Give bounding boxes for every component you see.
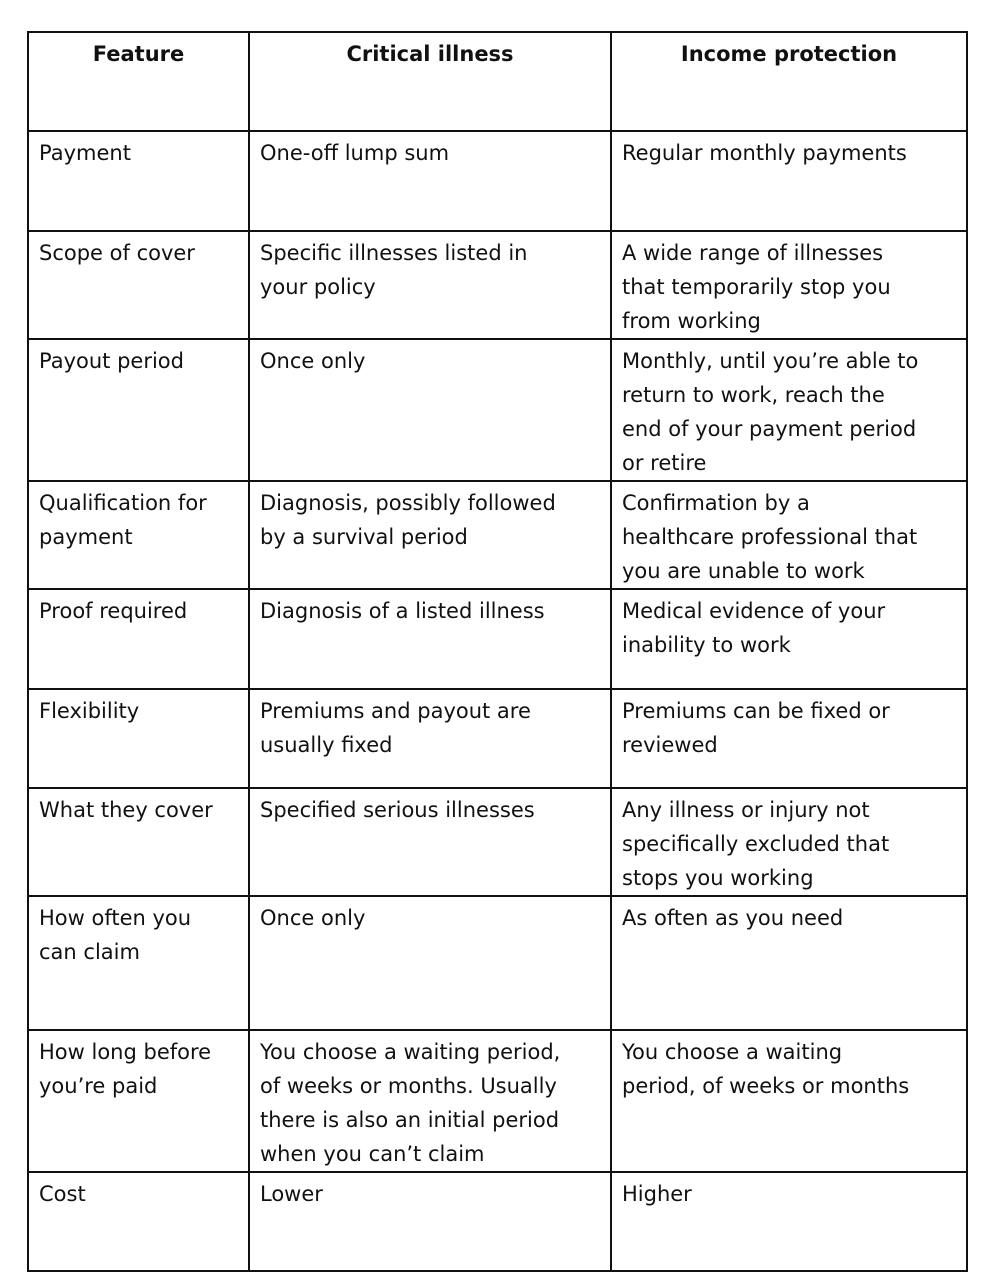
cell-line: Regular monthly payments [622, 141, 907, 165]
cell-line: Flexibility [39, 699, 140, 723]
cell-feature: Payout period [27, 338, 250, 482]
cell-feature: How long before you’re paid [27, 1029, 250, 1173]
cell-line: or retire [622, 451, 707, 475]
cell-line: Lower [260, 1182, 323, 1206]
cell-critical-illness: One-off lump sum [248, 130, 612, 232]
cell-feature: Flexibility [27, 688, 250, 789]
cell-line: Specified serious illnesses [260, 798, 535, 822]
cell-line: return to work, reach the [622, 383, 885, 407]
cell-critical-illness: Diagnosis of a listed illness [248, 588, 612, 690]
table-row: Flexibility Premiums and payout are usuall… [27, 688, 968, 789]
cell-line: that temporarily stop you [622, 275, 891, 299]
cell-line: by a survival period [260, 525, 468, 549]
cell-line: Qualification for [39, 491, 207, 515]
header-income-protection: Income protection [610, 31, 968, 132]
cell-line: stops you working [622, 866, 814, 890]
table-row: Qualification for payment Diagnosis, possi… [27, 480, 968, 590]
cell-line: end of your payment period [622, 417, 917, 441]
cell-critical-illness: Specified serious illnesses [248, 787, 612, 897]
cell-income-protection: You choose a waiting period, of weeks or … [610, 1029, 968, 1173]
comparison-table: Feature Critical illness Income protecti… [27, 31, 968, 1272]
cell-line: What they cover [39, 798, 213, 822]
cell-line: How often you [39, 906, 192, 930]
cell-income-protection: Regular monthly payments [610, 130, 968, 232]
cell-line: Confirmation by a [622, 491, 810, 515]
cell-income-protection: Higher [610, 1171, 968, 1272]
cell-line: Payment [39, 141, 131, 165]
cell-line: specifically excluded that [622, 832, 890, 856]
cell-line: Medical evidence of your [622, 599, 886, 623]
cell-line: Diagnosis of a listed illness [260, 599, 545, 623]
cell-line: Premiums and payout are [260, 699, 531, 723]
cell-line: you are unable to work [622, 559, 865, 583]
cell-income-protection: As often as you need [610, 895, 968, 1031]
cell-critical-illness: Once only [248, 338, 612, 482]
table-row: Cost Lower Higher [27, 1171, 968, 1272]
cell-line: your policy [260, 275, 376, 299]
cell-line: period, of weeks or months [622, 1074, 910, 1098]
header-critical-illness: Critical illness [248, 31, 612, 132]
header-row: Feature Critical illness Income protecti… [27, 31, 968, 132]
table-row: Payment One-off lump sum Regular monthly p… [27, 130, 968, 232]
header-feature: Feature [27, 31, 250, 132]
cell-line: inability to work [622, 633, 791, 657]
cell-line: reviewed [622, 733, 718, 757]
cell-line: usually fixed [260, 733, 393, 757]
cell-line: Scope of cover [39, 241, 195, 265]
cell-line: Any illness or injury not [622, 798, 870, 822]
cell-line: from working [622, 309, 761, 333]
cell-line: there is also an initial period [260, 1108, 560, 1132]
cell-line: healthcare professional that [622, 525, 918, 549]
cell-line: Diagnosis, possibly followed [260, 491, 556, 515]
table-row: Proof required Diagnosis of a listed illn… [27, 588, 968, 690]
cell-line: How long before [39, 1040, 212, 1064]
cell-line: you’re paid [39, 1074, 158, 1098]
cell-line: payment [39, 525, 133, 549]
cell-feature: Qualification for payment [27, 480, 250, 590]
cell-critical-illness: Premiums and payout are usually fixed [248, 688, 612, 789]
cell-line: As often as you need [622, 906, 844, 930]
cell-line: Once only [260, 906, 366, 930]
cell-critical-illness: Diagnosis, possibly followed by a surviva… [248, 480, 612, 590]
cell-line: Monthly, until you’re able to [622, 349, 919, 373]
table-row: How often you can claim Once only As often … [27, 895, 968, 1031]
cell-feature: Payment [27, 130, 250, 232]
cell-critical-illness: You choose a waiting period, of weeks or … [248, 1029, 612, 1173]
table-row: How long before you’re paid You choose a w… [27, 1029, 968, 1173]
cell-line: Cost [39, 1182, 86, 1206]
cell-feature: Scope of cover [27, 230, 250, 340]
cell-line: Proof required [39, 599, 188, 623]
cell-line: Payout period [39, 349, 184, 373]
cell-line: You choose a waiting period, [260, 1040, 561, 1064]
cell-feature: How often you can claim [27, 895, 250, 1031]
cell-income-protection: Confirmation by a healthcare professional… [610, 480, 968, 590]
cell-income-protection: Premiums can be fixed or reviewed [610, 688, 968, 789]
table-row: What they cover Specified serious illness… [27, 787, 968, 897]
cell-line: One-off lump sum [260, 141, 450, 165]
cell-income-protection: Monthly, until you’re able to return to w… [610, 338, 968, 482]
cell-critical-illness: Specific illnesses listed in your policy [248, 230, 612, 340]
cell-critical-illness: Once only [248, 895, 612, 1031]
cell-line: A wide range of illnesses [622, 241, 884, 265]
cell-feature: Proof required [27, 588, 250, 690]
cell-critical-illness: Lower [248, 1171, 612, 1272]
cell-income-protection: Any illness or injury not specifically ex… [610, 787, 968, 897]
cell-line: You choose a waiting [622, 1040, 843, 1064]
cell-line: Specific illnesses listed in [260, 241, 528, 265]
cell-line: Higher [622, 1182, 692, 1206]
cell-feature: Cost [27, 1171, 250, 1272]
cell-line: Once only [260, 349, 366, 373]
cell-line: of weeks or months. Usually [260, 1074, 557, 1098]
cell-line: Premiums can be fixed or [622, 699, 890, 723]
cell-line: when you can’t claim [260, 1142, 485, 1166]
table-row: Payout period Once only Monthly, until you… [27, 338, 968, 482]
table-row: Scope of cover Specific illnesses listed … [27, 230, 968, 340]
cell-line: can claim [39, 940, 140, 964]
cell-income-protection: Medical evidence of your inability to wor… [610, 588, 968, 690]
cell-income-protection: A wide range of illnesses that temporaril… [610, 230, 968, 340]
cell-feature: What they cover [27, 787, 250, 897]
